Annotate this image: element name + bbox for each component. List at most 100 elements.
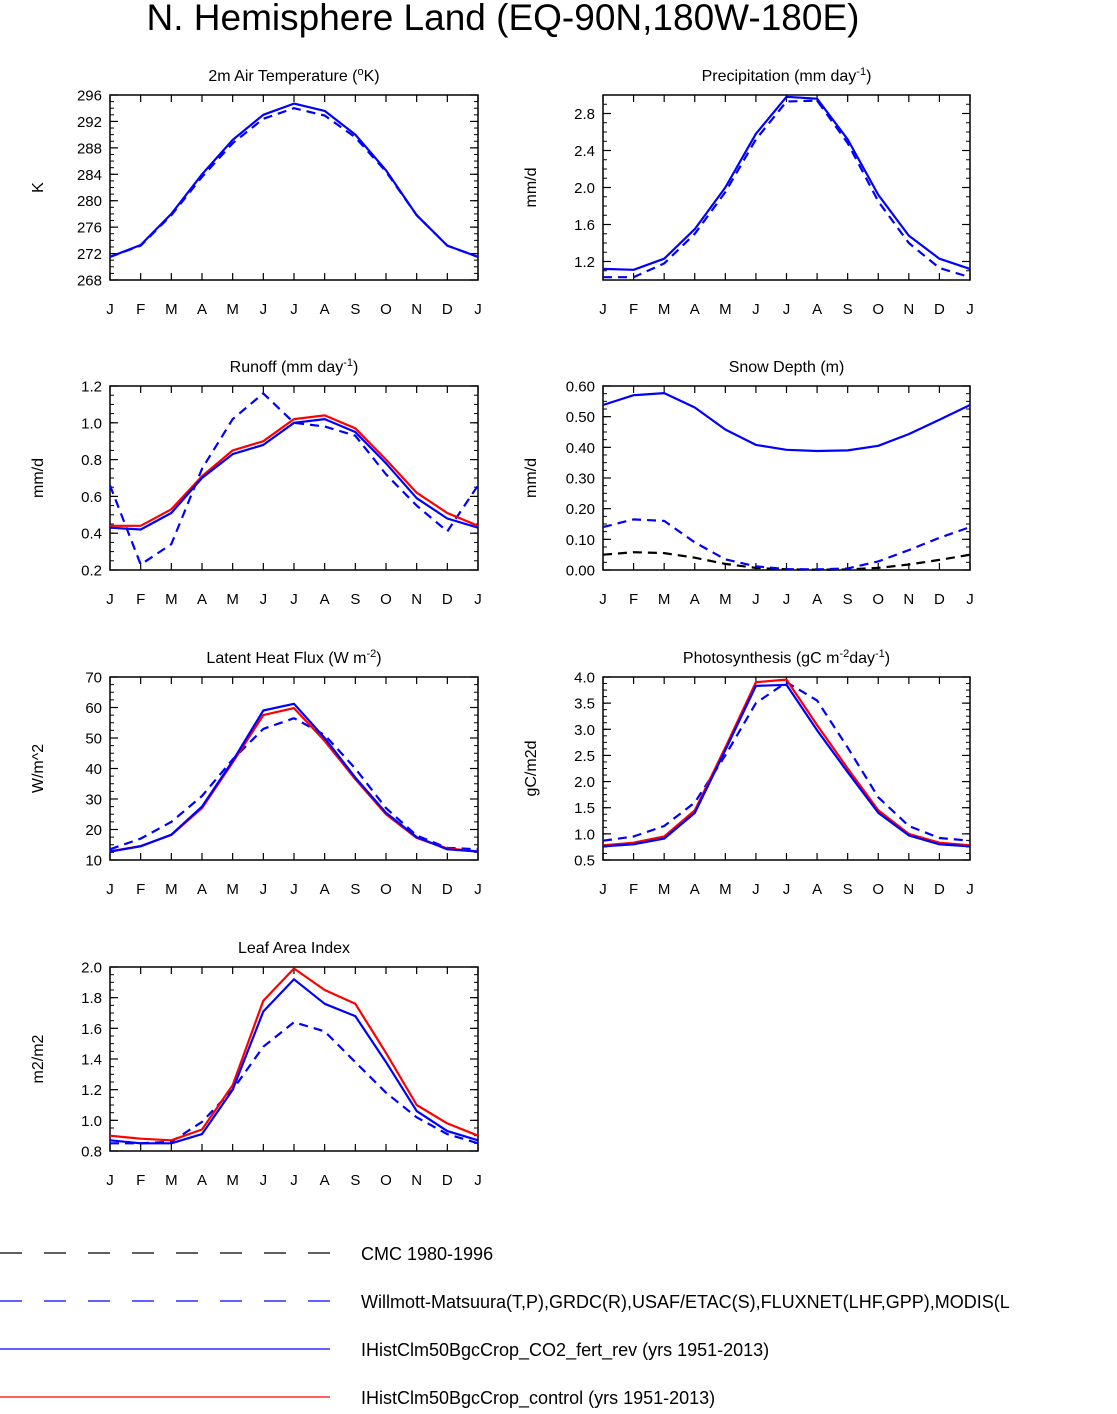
x-tick-label: S xyxy=(350,1172,360,1189)
x-tick-label: A xyxy=(690,881,700,898)
panel-title-text: day xyxy=(849,650,875,667)
x-tick-label: J xyxy=(752,591,760,608)
legend-label: Willmott-Matsuura(T,P),GRDC(R),USAF/ETAC… xyxy=(361,1292,1010,1312)
panel-title: Latent Heat Flux (W m-2) xyxy=(206,648,381,667)
panel-title-text: ) xyxy=(866,68,871,85)
x-tick-label: F xyxy=(629,881,638,898)
x-tick-label: D xyxy=(934,591,945,608)
x-tick-label: J xyxy=(290,881,298,898)
panel-1: 2m Air Temperature (oK)J F M A M J J A S O N D J2682… xyxy=(30,66,482,318)
y-tick-label: 2.0 xyxy=(81,960,102,977)
x-tick-label: J xyxy=(783,301,791,318)
x-tick-label: J xyxy=(106,1172,114,1189)
y-tick-label: 40 xyxy=(85,761,102,778)
x-tick-label: J xyxy=(474,301,482,318)
y-tick-label: 288 xyxy=(77,140,102,157)
x-tick-label: J xyxy=(260,301,268,318)
x-tick-label: D xyxy=(442,301,453,318)
x-tick-label: D xyxy=(442,881,453,898)
panel-3: Runoff (mm day-1)J F M A M J J A S O N D J0.20.40.60… xyxy=(30,357,482,608)
panel-title-text: ) xyxy=(376,650,381,667)
x-tick-label: O xyxy=(872,301,884,318)
panel-title-text: Runoff (mm day xyxy=(230,359,344,376)
x-tick-label: A xyxy=(197,1172,207,1189)
panel-title: Precipitation (mm day-1) xyxy=(702,66,872,85)
x-tick-label: A xyxy=(197,301,207,318)
plot-frame xyxy=(109,94,479,281)
y-tick-label: 0.2 xyxy=(81,563,102,580)
y-tick-label: 284 xyxy=(77,167,102,184)
x-tick-label: J xyxy=(260,881,268,898)
figure-title: N. Hemisphere Land (EQ-90N,180W-180E) xyxy=(147,0,860,38)
y-tick-label: 1.8 xyxy=(81,990,102,1007)
y-axis-label: m2/m2 xyxy=(30,1034,47,1083)
y-tick-label: 280 xyxy=(77,193,102,210)
y-axis-label: mm/d xyxy=(30,458,47,498)
x-tick-label: A xyxy=(320,301,330,318)
x-tick-label: M xyxy=(658,301,671,318)
y-tick-label: 3.5 xyxy=(574,696,595,713)
x-tick-label: J xyxy=(260,591,268,608)
x-tick-label: M xyxy=(658,881,671,898)
x-tick-label: J xyxy=(290,1172,298,1189)
x-tick-label: A xyxy=(812,301,822,318)
plot-frame xyxy=(109,966,479,1152)
series-line-3 xyxy=(109,702,479,853)
y-tick-label: 0.50 xyxy=(566,409,595,426)
y-tick-label: 2.8 xyxy=(574,106,595,123)
y-tick-label: 0.5 xyxy=(574,853,595,870)
x-tick-label: N xyxy=(903,301,914,318)
series-line-2 xyxy=(602,518,971,571)
panel-title-superscript: -1 xyxy=(875,648,885,660)
y-tick-label: 1.6 xyxy=(574,217,595,234)
panel-title-superscript: -2 xyxy=(839,648,849,660)
y-tick-label: 0.4 xyxy=(81,526,102,543)
panels: 2m Air Temperature (oK)J F M A M J J A S O N D J2682… xyxy=(30,66,974,1189)
panel-title: Photosynthesis (gC m-2day-1) xyxy=(683,648,890,667)
x-tick-label: N xyxy=(411,1172,422,1189)
legend: CMC 1980-1996 Willmott-Matsuura(T,P),GRDC… xyxy=(0,1244,1010,1409)
x-tick-label: S xyxy=(350,301,360,318)
x-tick-label: A xyxy=(320,1172,330,1189)
series-line-3 xyxy=(602,683,971,848)
series-line-2 xyxy=(109,706,479,853)
x-tick-label: J xyxy=(752,881,760,898)
x-tick-label: J xyxy=(474,881,482,898)
x-tick-label: J xyxy=(474,1172,482,1189)
panel-title: Runoff (mm day-1) xyxy=(230,357,359,376)
series-line-1 xyxy=(109,107,479,258)
panel-title-superscript: -2 xyxy=(366,648,376,660)
x-tick-label: F xyxy=(136,301,145,318)
x-tick-label: S xyxy=(843,881,853,898)
panel-title-text: K) xyxy=(364,68,380,85)
x-tick-label: A xyxy=(197,591,207,608)
legend-label: IHistClm50BgcCrop_CO2_fert_rev (yrs 1951… xyxy=(361,1340,769,1361)
y-tick-label: 30 xyxy=(85,792,102,809)
x-tick-label: A xyxy=(320,591,330,608)
plot-frame xyxy=(109,385,479,571)
x-tick-label: O xyxy=(872,881,884,898)
series-line-2 xyxy=(602,678,971,847)
y-tick-label: 50 xyxy=(85,731,102,748)
x-tick-label: J xyxy=(474,591,482,608)
y-tick-label: 2.0 xyxy=(574,180,595,197)
x-tick-label: M xyxy=(165,881,178,898)
x-tick-label: J xyxy=(966,881,974,898)
x-tick-label: J xyxy=(290,301,298,318)
legend-label: IHistClm50BgcCrop_control (yrs 1951-2013… xyxy=(361,1388,715,1409)
series-line-3 xyxy=(109,978,479,1145)
x-tick-label: A xyxy=(812,881,822,898)
x-tick-label: O xyxy=(380,301,392,318)
x-tick-label: D xyxy=(934,301,945,318)
y-tick-label: 3.0 xyxy=(574,722,595,739)
y-tick-label: 60 xyxy=(85,700,102,717)
y-axis-label: mm/d xyxy=(523,458,540,498)
y-tick-label: 276 xyxy=(77,220,102,237)
x-tick-label: M xyxy=(719,591,732,608)
panel-title-text: Latent Heat Flux (W m xyxy=(206,650,366,667)
panel-title-superscript: -1 xyxy=(343,357,353,369)
x-tick-label: J xyxy=(290,591,298,608)
y-tick-label: 1.4 xyxy=(81,1052,102,1069)
legend-item: Willmott-Matsuura(T,P),GRDC(R),USAF/ETAC… xyxy=(0,1292,1010,1312)
